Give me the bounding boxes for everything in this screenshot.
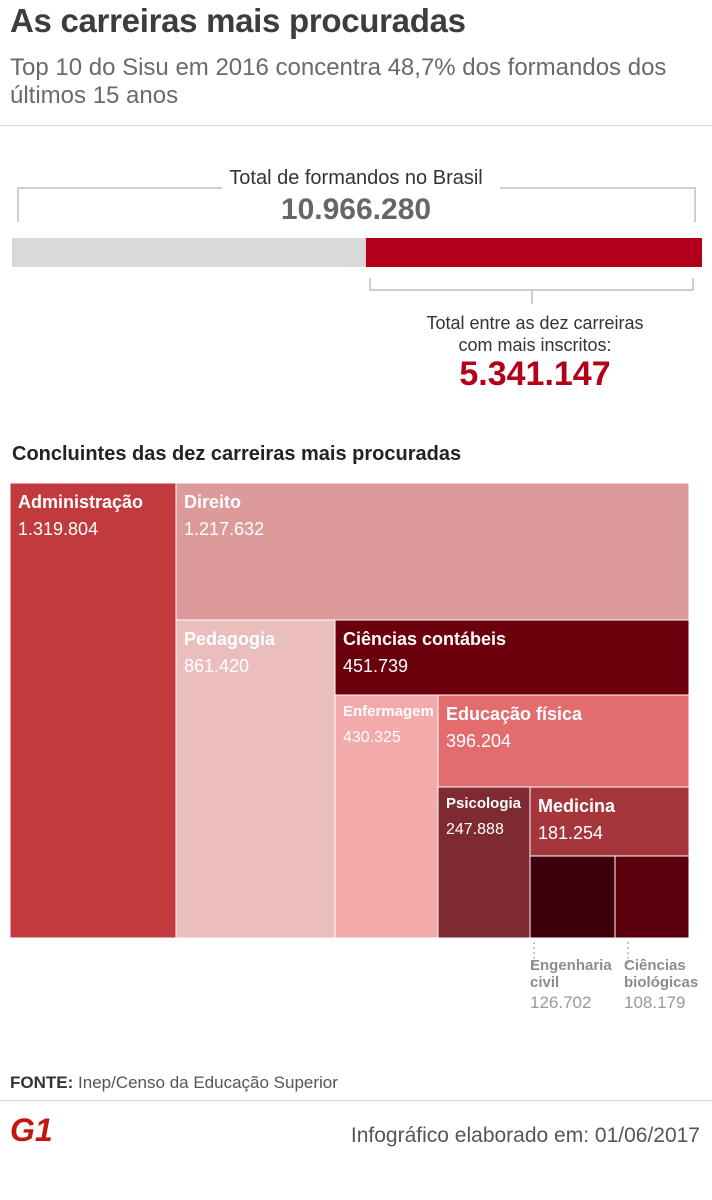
cell-value: 861.420: [184, 656, 249, 676]
cell-label: Educação física: [446, 704, 583, 724]
header-divider: [0, 125, 712, 126]
callout-label: Engenharia: [530, 957, 612, 974]
treemap-cell-ciencias-contabeis: Ciências contábeis 451.739: [334, 619, 690, 696]
proportion-bar-graphic: [12, 187, 702, 304]
total-graduates-value: 10.966.280: [280, 193, 432, 226]
total-graduates-label: Total de formandos no Brasil: [229, 167, 483, 189]
footer-source: FONTE: Inep/Censo da Educação Superior: [10, 1073, 338, 1093]
total-bracket: [17, 187, 696, 222]
callout-value: 126.702: [530, 993, 591, 1012]
treemap-rect: [175, 482, 690, 621]
treemap-cell-direito: Direito 1.217.632: [175, 482, 690, 621]
treemap-cell-administracao: Administração 1.319.804: [9, 482, 177, 939]
cell-value: 1.319.804: [18, 519, 98, 539]
page-subtitle: Top 10 do Sisu em 2016 concentra 48,7% d…: [10, 54, 667, 109]
footer-date: Infográfico elaborado em: 01/06/2017: [350, 1124, 700, 1147]
cell-label: Administração: [18, 492, 143, 512]
treemap-title: Concluintes das dez carreiras mais procu…: [12, 443, 462, 465]
treemap-rect: [334, 619, 690, 696]
source-label: FONTE:: [10, 1073, 74, 1092]
callout-label: biológicas: [624, 974, 698, 991]
footer-divider: [0, 1100, 712, 1101]
treemap-cell-pedagogia: Pedagogia 861.420: [175, 619, 336, 939]
treemap-rect: [529, 786, 690, 857]
treemap-chart: Administração 1.319.804 Direito 1.217.632 Pe…: [9, 482, 698, 1012]
treemap-cell-enfermagem: Enfermagem 430.325: [334, 694, 439, 939]
top10-label-line-1: Total entre as dez carreiras: [426, 313, 644, 333]
treemap-cell-medicina: Medicina 181.254: [529, 786, 690, 857]
treemap-rect: [175, 619, 336, 939]
top10-value: 5.341.147: [459, 355, 611, 393]
g1-logo-text: G1: [10, 1112, 53, 1146]
top10-bracket: [369, 278, 694, 304]
cell-value: 451.739: [343, 656, 408, 676]
treemap-rect: [437, 694, 690, 788]
callout-label: Ciências: [624, 957, 686, 974]
treemap-rect: [9, 482, 177, 939]
cell-value: 396.204: [446, 731, 511, 751]
cell-value: 181.254: [538, 823, 603, 843]
cell-label: Direito: [184, 492, 241, 512]
top10-bar: [365, 238, 702, 267]
page-title: As carreiras mais procuradas: [10, 2, 466, 39]
cell-label: Pedagogia: [184, 629, 276, 649]
source-text: Inep/Censo da Educação Superior: [78, 1073, 338, 1092]
callout-value: 108.179: [624, 993, 685, 1012]
callout-label: civil: [530, 974, 559, 991]
treemap-rect: [529, 855, 616, 939]
g1-logo: G1: [10, 1112, 53, 1146]
cell-label: Medicina: [538, 796, 616, 816]
top10-label: Total entre as dez carreiras com mais in…: [380, 312, 690, 356]
cell-value: 1.217.632: [184, 519, 264, 539]
top10-label-line-2: com mais inscritos:: [458, 335, 612, 355]
treemap-rect: [334, 694, 439, 939]
treemap-cell-educacao-fisica: Educação física 396.204: [437, 694, 690, 788]
treemap-rect: [614, 855, 690, 939]
cell-label: Enfermagem: [343, 703, 434, 720]
cell-label: Ciências contábeis: [343, 629, 506, 649]
cell-value: 247.888: [446, 821, 504, 838]
cell-label: Psicologia: [446, 795, 522, 812]
cell-value: 430.325: [343, 729, 401, 746]
treemap-cell-psicologia: Psicologia 247.888: [437, 786, 531, 939]
